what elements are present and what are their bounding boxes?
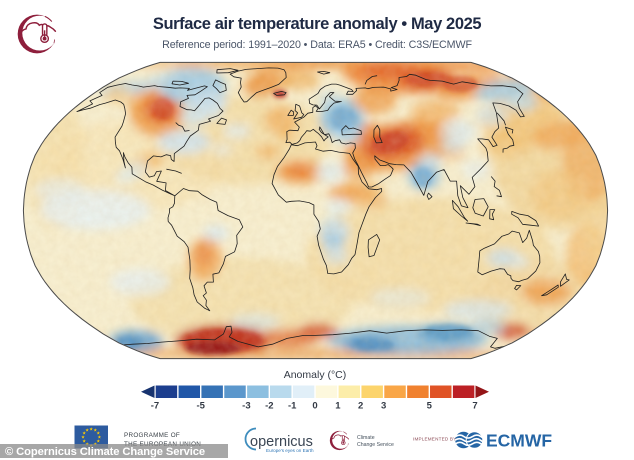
svg-text:-7: -7 [151,401,159,412]
svg-text:★: ★ [96,431,101,436]
svg-text:Change Service: Change Service [357,442,394,448]
svg-text:IMPLEMENTED BY: IMPLEMENTED BY [413,437,456,442]
svg-text:-2: -2 [265,401,273,412]
svg-text:Anomaly (°C): Anomaly (°C) [284,369,347,381]
svg-text:ECMWF: ECMWF [486,431,552,451]
svg-text:0: 0 [312,401,317,412]
svg-text:opernicus: opernicus [250,434,313,450]
svg-text:★: ★ [93,428,98,433]
svg-text:Europe's eyes on Earth: Europe's eyes on Earth [266,448,314,453]
svg-text:7: 7 [472,401,477,412]
svg-text:★: ★ [97,435,102,440]
svg-text:★: ★ [89,426,94,431]
svg-text:★: ★ [81,435,86,440]
svg-text:-3: -3 [242,401,250,412]
svg-text:1: 1 [335,401,341,412]
svg-text:-1: -1 [288,401,297,412]
svg-text:★: ★ [82,431,87,436]
svg-text:3: 3 [381,401,386,412]
svg-text:2: 2 [358,401,363,412]
svg-text:© Copernicus Climate Change Se: © Copernicus Climate Change Service [5,446,205,458]
svg-text:PROGRAMME OF: PROGRAMME OF [124,432,180,439]
svg-text:Reference period: 1991–2020 •: Reference period: 1991–2020 • Data: ERA5… [162,39,472,51]
svg-text:★: ★ [82,439,87,444]
svg-text:-5: -5 [196,401,205,412]
svg-text:★: ★ [85,428,90,433]
svg-text:★: ★ [96,439,101,444]
svg-text:Surface air temperature anomal: Surface air temperature anomaly • May 20… [153,15,482,33]
svg-text:Climate: Climate [357,435,375,441]
svg-text:5: 5 [427,401,433,412]
